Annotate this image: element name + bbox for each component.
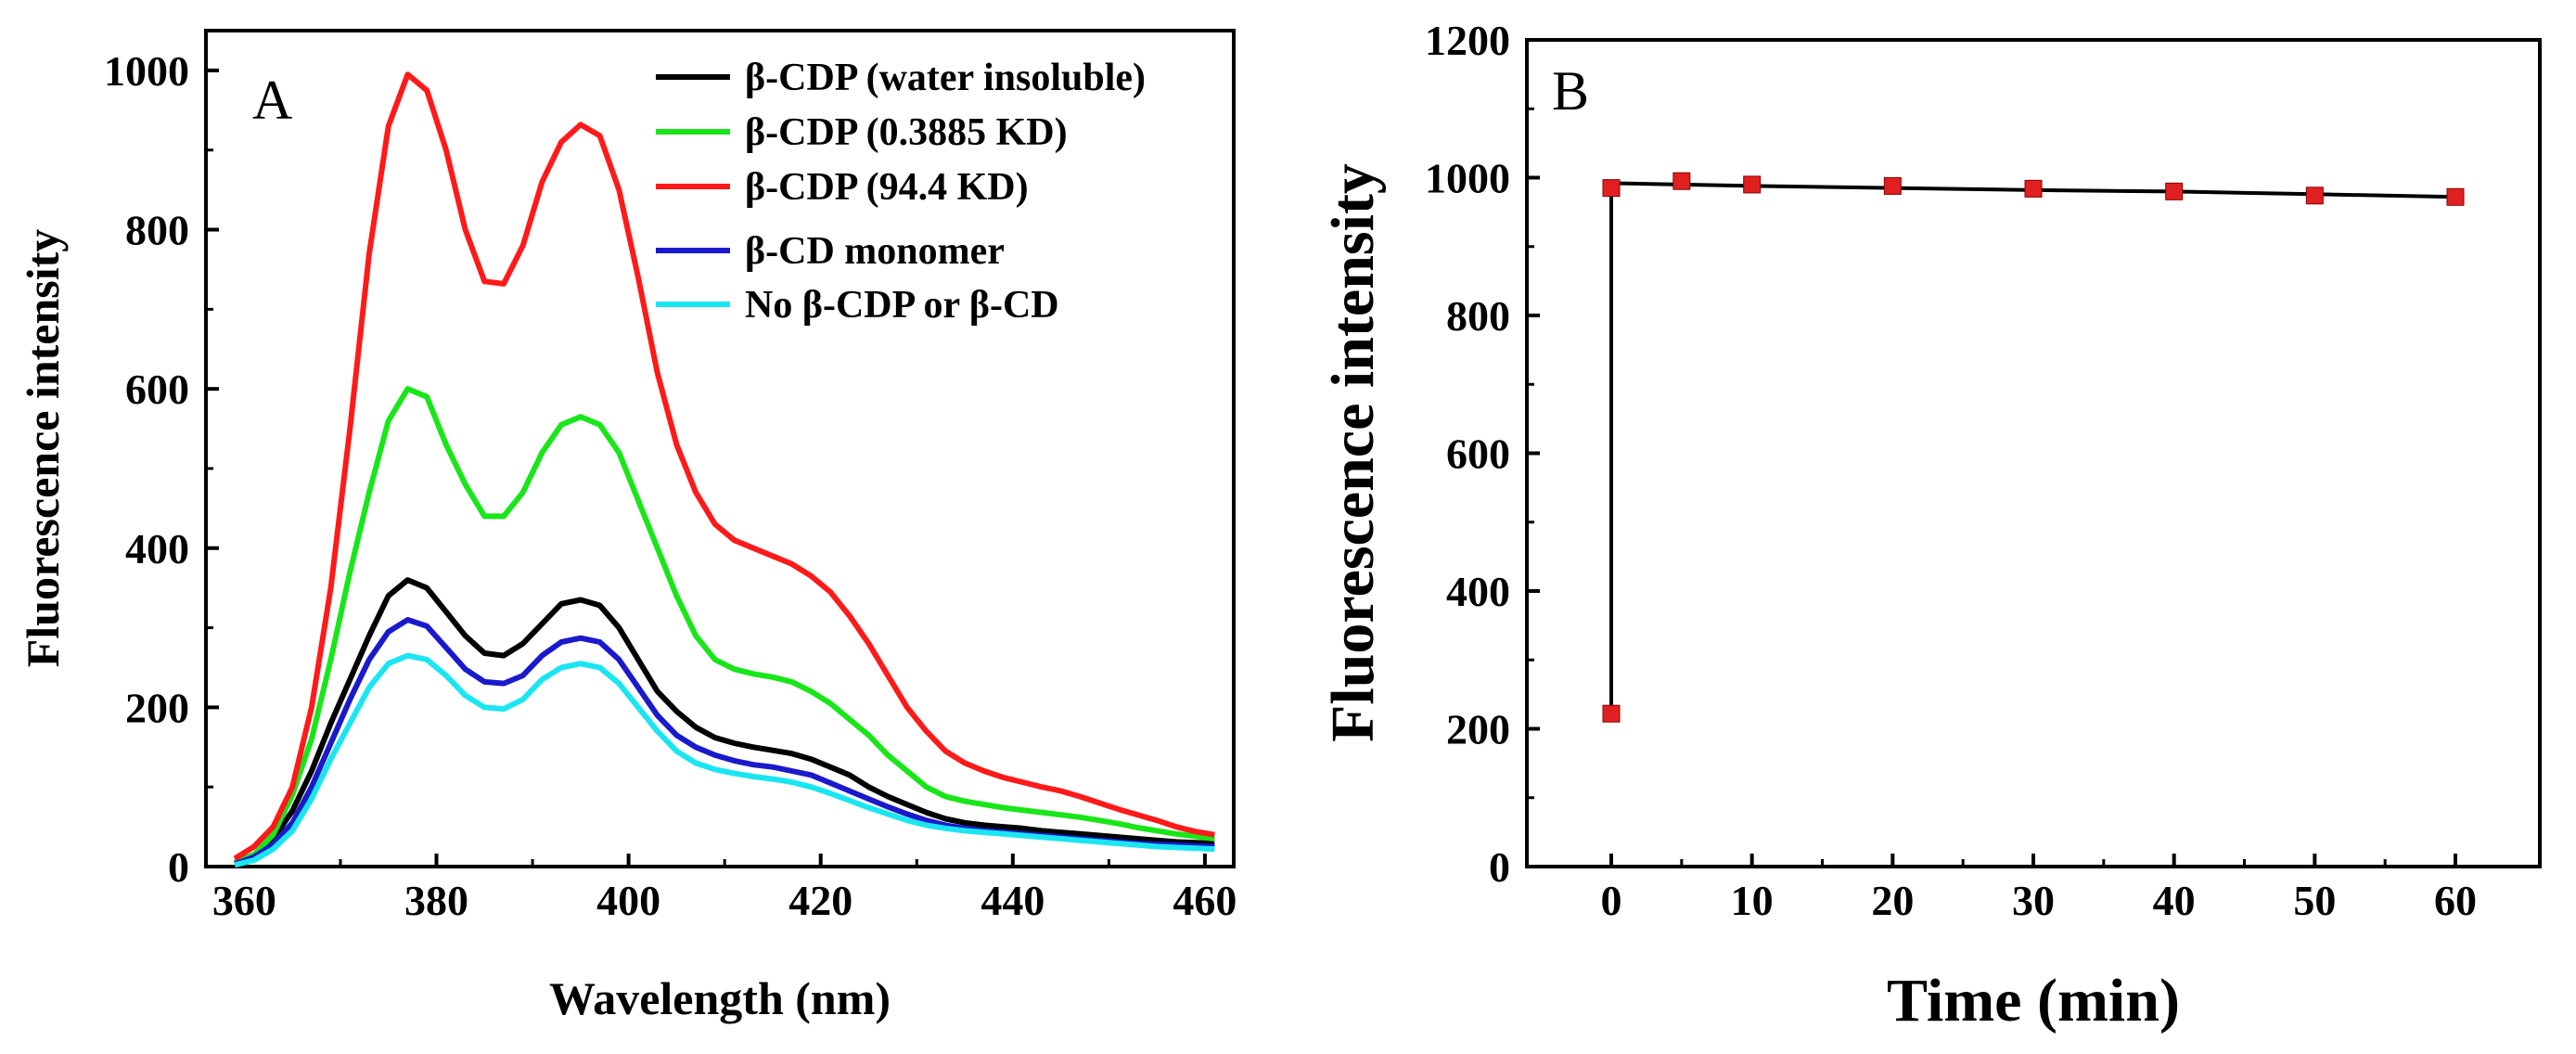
panel-a-letter: A — [252, 70, 292, 131]
panel-a-x-tick-label: 460 — [1173, 877, 1237, 924]
panel-b-x-tick-label: 60 — [2434, 877, 2477, 924]
panel-a-tick-labels: 360 380 400 420 440 460 0 200 400 600 800 1000 — [104, 47, 1237, 924]
series-line-0 — [233, 577, 1215, 866]
panel-b-y-tick-label: 200 — [1446, 706, 1510, 753]
panel-b-y-axis-title: Fluorescence intensity — [1319, 163, 1387, 742]
panel-b-x-axis-title: Time (min) — [1887, 967, 2180, 1035]
data-point-marker — [1743, 175, 1762, 194]
legend-label-0: β-CDP (water insoluble) — [745, 57, 1146, 99]
panel-b-letter: B — [1552, 60, 1589, 122]
panel-b-series — [1602, 172, 2465, 723]
panel-a-y-axis-title: Fluorescence intensity — [17, 229, 69, 668]
panel-b-y-tick-label: 1000 — [1425, 155, 1510, 202]
panel-a-y-tick-label: 400 — [125, 525, 189, 572]
panel-b-x-tick-label: 40 — [2153, 877, 2196, 924]
series-line-2 — [233, 71, 1215, 861]
data-point-marker — [1672, 172, 1691, 190]
panel-b-x-tick-label: 30 — [2012, 877, 2055, 924]
panel-a-x-tick-label: 360 — [212, 877, 276, 924]
panel-b-frame — [1525, 38, 2542, 868]
data-point-marker — [2165, 182, 2184, 200]
panel-a-y-tick-label: 1000 — [104, 47, 189, 95]
time-series-line — [1609, 181, 2456, 714]
data-point-marker — [2024, 179, 2043, 198]
panel-b-y-tick-label: 800 — [1446, 292, 1510, 340]
legend-label-4: No β-CDP or β-CD — [745, 284, 1059, 327]
data-point-marker — [1602, 704, 1621, 723]
panel-a-x-axis-title: Wavelength (nm) — [549, 972, 891, 1024]
legend-label-3: β-CD monomer — [745, 230, 1005, 273]
panel-b-x-tick-label: 20 — [1871, 877, 1914, 924]
panel-a-legend: β-CDP (water insoluble) β-CDP (0.3885 KD… — [656, 57, 1146, 327]
panel-a-x-tick-label: 380 — [404, 877, 468, 924]
panel-a-x-tick-label: 420 — [788, 877, 852, 924]
panel-b-y-tick-label: 400 — [1446, 568, 1510, 615]
legend-label-1: β-CDP (0.3885 KD) — [745, 111, 1068, 154]
panel-b-y-tick-label: 0 — [1489, 843, 1510, 891]
legend-label-2: β-CDP (94.4 KD) — [745, 166, 1029, 209]
series-line-1 — [233, 386, 1215, 866]
panel-b-y-tick-label: 1200 — [1425, 17, 1510, 64]
panel-b-y-tick-label: 600 — [1446, 431, 1510, 478]
panel-a-y-tick-label: 600 — [125, 366, 189, 413]
panel-a-x-tick-label: 400 — [596, 877, 660, 924]
panel-b-ticks — [1527, 38, 2457, 868]
series-line-4 — [234, 652, 1215, 868]
panel-a-series — [233, 71, 1215, 868]
data-point-marker — [2305, 186, 2324, 205]
data-point-marker — [2446, 187, 2465, 206]
panel-b-x-tick-label: 0 — [1601, 877, 1622, 924]
panel-b-x-tick-label: 10 — [1731, 877, 1774, 924]
panel-a: 360 380 400 420 440 460 0 200 400 600 800 1000 A β-… — [17, 29, 1237, 1024]
panel-a-x-tick-label: 440 — [980, 877, 1044, 924]
panel-a-y-tick-label: 0 — [168, 843, 189, 891]
panel-a-ticks — [206, 68, 1207, 868]
data-point-marker — [1602, 179, 1621, 198]
panel-a-y-tick-label: 200 — [125, 684, 189, 731]
panel-b-x-tick-label: 50 — [2293, 877, 2336, 924]
panel-a-y-tick-label: 800 — [125, 207, 189, 254]
panel-a-frame — [204, 29, 1236, 868]
data-point-marker — [1883, 176, 1902, 195]
